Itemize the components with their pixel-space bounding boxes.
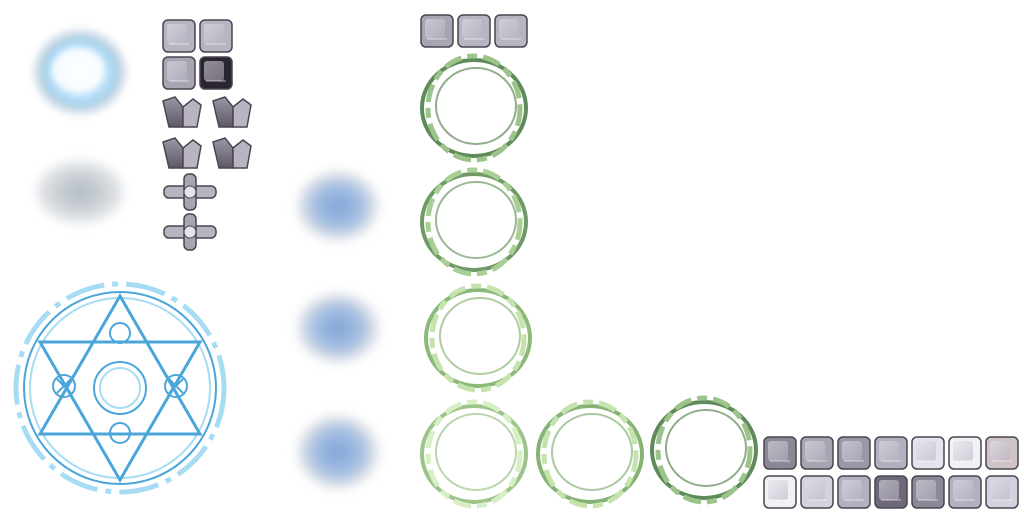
ice-cube-top-3 — [494, 14, 528, 48]
ice-cube-r1-c6 — [948, 436, 982, 470]
vine-ring-3 — [424, 283, 532, 393]
vine-ring-4 — [420, 399, 528, 509]
stone-pillar-4 — [212, 137, 252, 169]
vine-ring-1 — [420, 53, 528, 163]
ice-cube-r2-c2 — [800, 475, 834, 509]
vine-ring-2 — [420, 167, 528, 277]
hexagram-rune-circle — [13, 281, 227, 495]
stone-cube-4 — [199, 56, 233, 90]
stone-cube-1 — [162, 19, 196, 53]
ice-cube-top-2 — [457, 14, 491, 48]
ice-cube-r1-c3 — [837, 436, 871, 470]
grey-mist-cloud — [36, 160, 124, 224]
ice-cube-r2-c4 — [874, 475, 908, 509]
ice-cube-r2-c6 — [948, 475, 982, 509]
stone-cube-2 — [199, 19, 233, 53]
vine-ring-6 — [650, 395, 758, 505]
vine-ring-frames — [420, 53, 758, 509]
blue-mist-cloud-3 — [296, 414, 380, 490]
ice-cube-tiles — [420, 14, 1019, 509]
cross-peg-1 — [163, 173, 217, 211]
stone-cube-tiles — [162, 19, 252, 251]
stone-pillar-3 — [162, 137, 202, 169]
ice-cube-top-1 — [420, 14, 454, 48]
ice-cube-r1-c1 — [763, 436, 797, 470]
stone-pillar-1 — [162, 96, 202, 128]
ice-cube-r1-c2 — [800, 436, 834, 470]
stone-cube-3 — [162, 56, 196, 90]
ice-cube-r2-c3 — [837, 475, 871, 509]
ice-cube-r2-c1 — [763, 475, 797, 509]
ice-cube-r1-c5 — [911, 436, 945, 470]
stone-pillar-2 — [212, 96, 252, 128]
ice-cube-r2-c7 — [985, 475, 1019, 509]
ice-cube-r2-c5 — [911, 475, 945, 509]
stone-pillar-pieces — [162, 96, 252, 169]
cross-peg-2 — [163, 213, 217, 251]
cross-peg-pieces — [163, 173, 217, 251]
frost-burst-cloud — [36, 32, 124, 112]
blue-mist-cloud-2 — [296, 292, 380, 364]
vine-ring-5 — [536, 399, 644, 509]
ice-cube-r1-c4 — [874, 436, 908, 470]
ice-cube-r1-c7 — [985, 436, 1019, 470]
blue-mist-cloud-1 — [296, 170, 380, 242]
